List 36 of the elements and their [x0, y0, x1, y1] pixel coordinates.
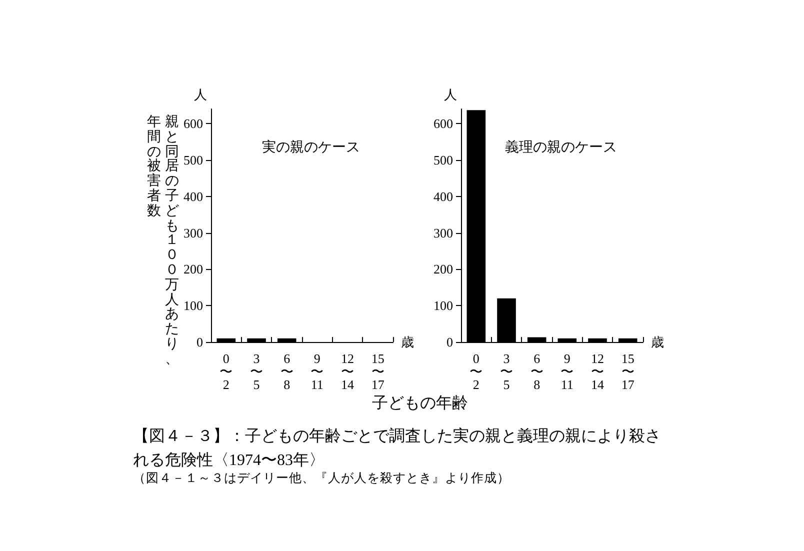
- y-axis-title: 人: [444, 87, 457, 102]
- x-tick-label: 0 〜 2: [470, 351, 483, 392]
- y-tick-label: 100: [434, 298, 453, 314]
- y-tick-label: 300: [434, 225, 453, 240]
- y-tick-label: 500: [434, 152, 453, 168]
- y-tick-label: 400: [184, 188, 203, 204]
- text: 子どもの年齢: [371, 394, 469, 414]
- y-tick-label: 500: [184, 152, 203, 168]
- y-tick-label: 400: [434, 188, 453, 204]
- y-tick-label: 0: [196, 334, 203, 350]
- x-axis-title: 歳: [651, 334, 664, 350]
- y-axis-title: 人: [194, 87, 207, 102]
- x-tick-label: 15 〜 17: [621, 351, 635, 392]
- x-axis-title: 歳: [401, 334, 414, 350]
- y-tick-label: 200: [434, 262, 453, 277]
- y-tick-label: 600: [434, 116, 453, 132]
- text: 親と同居の子ども１００万人あたり、年間の被害者数: [147, 115, 179, 367]
- x-tick-label: 9 〜 11: [560, 351, 574, 392]
- text: 【図４－３】：子どもの年齢ごとで調査した実の親と義理の親により殺される危険性〈1974〜83年〉: [133, 428, 661, 469]
- y-tick-label: 200: [184, 262, 203, 277]
- x-tick-label: 6 〜 8: [280, 351, 294, 392]
- y-tick-label: 0: [446, 334, 453, 350]
- text: 実の親のケース: [262, 140, 360, 156]
- y-tick-label: 100: [184, 298, 203, 314]
- text: 義理の親のケース: [505, 140, 617, 156]
- x-tick-label: 0 〜 2: [220, 351, 233, 392]
- y-tick-label: 600: [184, 116, 203, 132]
- x-tick-label: 3 〜 5: [250, 351, 263, 392]
- x-tick-label: 9 〜 11: [310, 351, 324, 392]
- x-tick-label: 12 〜 14: [591, 351, 604, 392]
- text: （図４－１～３はデイリー他、『人が人を殺すとき』より作成）: [133, 470, 511, 486]
- x-tick-label: 12 〜 14: [341, 351, 354, 392]
- x-tick-label: 3 〜 5: [500, 351, 513, 392]
- x-tick-label: 6 〜 8: [530, 351, 544, 392]
- x-tick-label: 15 〜 17: [371, 351, 385, 392]
- y-tick-label: 300: [184, 225, 203, 240]
